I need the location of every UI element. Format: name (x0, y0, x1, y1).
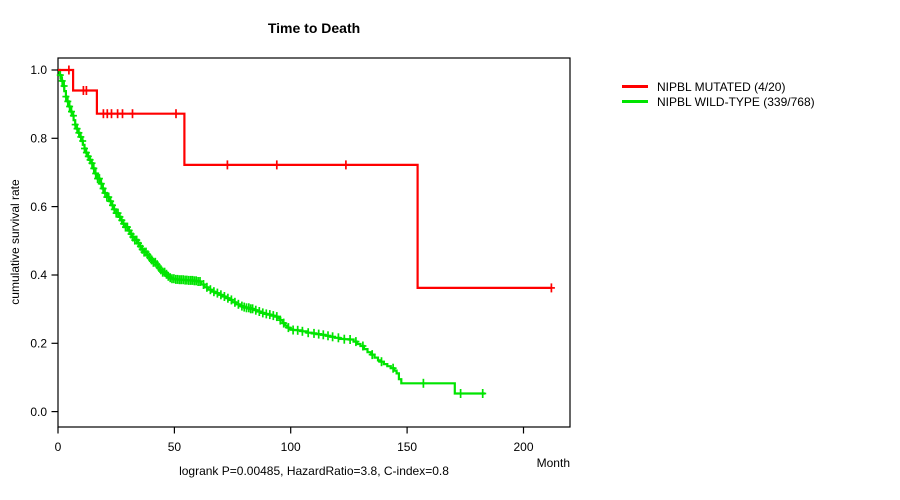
y-axis-tick-label: 1.0 (30, 63, 47, 77)
plot-border (57, 57, 571, 428)
x-axis-label: Month (536, 456, 570, 470)
y-axis-tick-label: 0.4 (30, 268, 47, 282)
x-axis-tick-label: 200 (513, 440, 533, 454)
legend-item-wildtype: NIPBL WILD-TYPE (339/768) (622, 94, 815, 109)
legend-label-mutated: NIPBL MUTATED (4/20) (657, 79, 786, 94)
stats-annotation: logrank P=0.00485, HazardRatio=3.8, C-in… (179, 464, 449, 478)
legend: NIPBL MUTATED (4/20) NIPBL WILD-TYPE (33… (622, 79, 815, 109)
legend-label-wildtype: NIPBL WILD-TYPE (339/768) (657, 94, 815, 109)
survival-curve-mutated (58, 68, 552, 289)
legend-item-mutated: NIPBL MUTATED (4/20) (622, 79, 815, 94)
y-axis-tick-label: 0.6 (30, 200, 47, 214)
survival-curve-wildtype (58, 68, 486, 395)
legend-line-wildtype-icon (622, 100, 648, 103)
x-axis-tick-label: 150 (397, 440, 417, 454)
y-axis-tick-label: 0.0 (30, 405, 47, 419)
y-axis-tick-label: 0.2 (30, 337, 47, 351)
x-axis-tick-label: 0 (55, 440, 62, 454)
y-axis-tick-label: 0.8 (30, 132, 47, 146)
chart-title: Time to Death (267, 20, 361, 36)
legend-line-mutated-icon (622, 85, 648, 88)
x-axis-tick-label: 50 (168, 440, 182, 454)
x-axis-tick-label: 100 (281, 440, 301, 454)
